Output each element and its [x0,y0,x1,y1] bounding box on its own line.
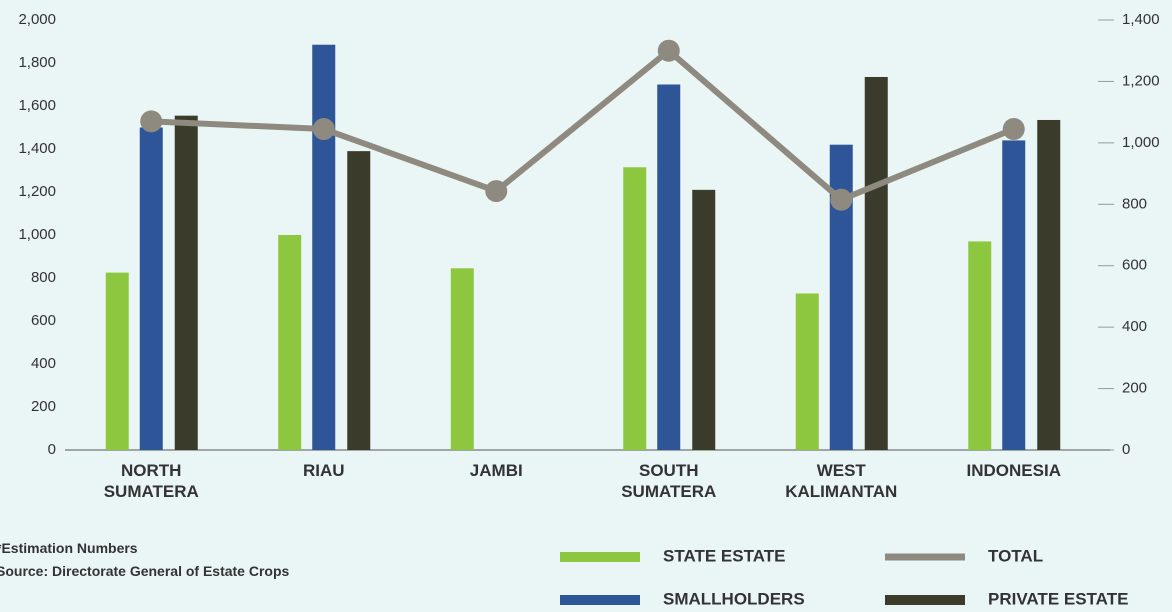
x-tick-label: INDONESIA [966,461,1061,480]
y-tick-label: 0 [48,441,56,458]
bar [864,76,888,450]
total-line [151,46,1015,204]
legend-label: PRIVATE ESTATE [988,589,1128,608]
y2-tick-label: 600 [1122,257,1147,274]
total-marker [830,188,853,211]
bar [312,44,336,450]
x-tick-label: NORTH SUMATERA [103,461,199,501]
y2-tick-label: 1,000 [1122,134,1160,151]
y-tick-label: 1,800 [18,54,56,71]
bar [174,115,198,451]
y2-tick-label: 200 [1122,380,1147,397]
y-tick-label: 800 [31,269,56,286]
x-tick-label: RIAU [302,461,345,480]
y2-tick-label: 800 [1122,195,1147,212]
bar [657,84,681,450]
footnote: Source: Directorate General of Estate Cr… [0,563,290,579]
y-tick-label: 1,000 [18,226,56,243]
x-tick-label: JAMBI [469,461,523,480]
y-tick-label: 2,000 [18,11,56,28]
y-tick-label: 1,200 [18,183,56,200]
bar [139,127,163,450]
bar [623,167,647,450]
y2-tick-label: 400 [1122,318,1147,335]
legend-swatch [560,552,640,562]
x-tick-label: SOUTH SUMATERA [621,461,717,501]
legend-swatch [885,595,965,605]
y2-tick-label: 1,400 [1122,11,1160,28]
total-marker [140,110,163,133]
total-marker [485,180,508,203]
bar [450,268,474,450]
bar [105,272,129,450]
y2-tick-label: 0 [1122,441,1130,458]
bar [347,151,371,450]
y-tick-label: 1,600 [18,97,56,114]
legend-label: SMALLHOLDERS [663,589,805,608]
y-tick-label: 600 [31,312,56,329]
bar [692,189,716,450]
y-tick-label: 200 [31,398,56,415]
y-tick-label: 400 [31,355,56,372]
bar [829,144,853,450]
total-marker [312,118,335,141]
bar [795,293,819,450]
bar [968,241,992,450]
bar [1002,140,1026,450]
total-marker [657,39,680,62]
y-tick-label: 1,400 [18,140,56,157]
footnote: *Estimation Numbers [0,540,138,556]
total-marker [1002,118,1025,141]
legend-label: TOTAL [988,546,1043,565]
legend-label: STATE ESTATE [663,546,785,565]
x-tick-label: WEST KALIMANTAN [785,461,898,501]
y2-tick-label: 1,200 [1122,72,1160,89]
bar [278,235,302,450]
legend-swatch [560,595,640,605]
bar [1037,119,1061,450]
